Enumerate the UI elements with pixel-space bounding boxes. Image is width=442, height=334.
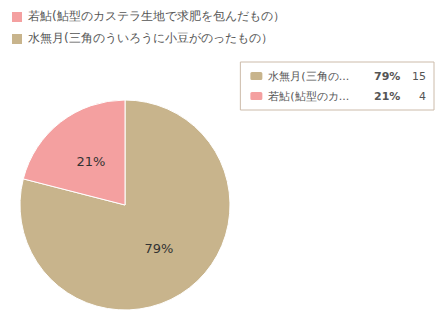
svg-text:4: 4	[419, 90, 426, 103]
svg-text:水無月(三角のういろうに小豆がのったもの）: 水無月(三角のういろうに小豆がのったもの）	[28, 31, 273, 45]
svg-text:水無月(三角の...: 水無月(三角の...	[268, 70, 349, 83]
svg-text:21%: 21%	[374, 90, 400, 103]
svg-text:21%: 21%	[77, 154, 106, 169]
svg-text:若鮎(鮎型のカ...: 若鮎(鮎型のカ...	[268, 90, 349, 103]
svg-text:79%: 79%	[374, 70, 400, 83]
svg-text:79%: 79%	[145, 241, 174, 256]
svg-text:若鮎(鮎型のカステラ生地で求肥を包んだもの）: 若鮎(鮎型のカステラ生地で求肥を包んだもの）	[28, 9, 285, 23]
svg-text:15: 15	[412, 70, 426, 83]
